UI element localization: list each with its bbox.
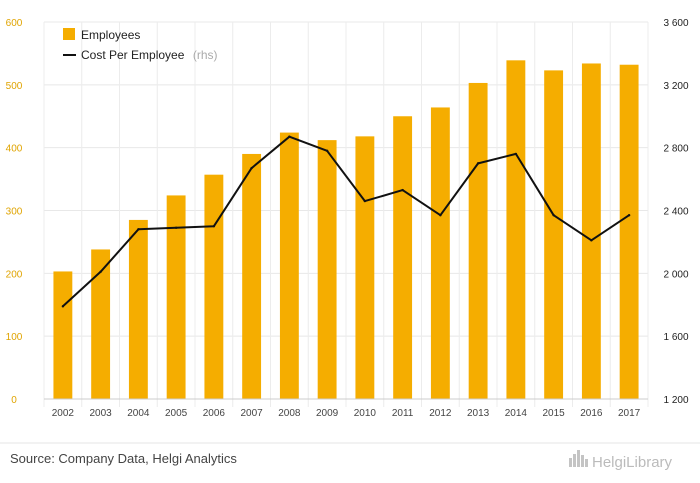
cost-per-employee-line [62, 135, 630, 308]
bar [468, 82, 488, 399]
x-tick-label: 2008 [278, 408, 301, 419]
line-point [590, 239, 593, 242]
x-tick-label: 2014 [505, 408, 528, 419]
x-axis: 2002 2003 2004 2005 2006 2007 2008 2009 2010 2011… [44, 398, 648, 419]
line-point [250, 166, 253, 170]
line-point [325, 149, 329, 153]
y-tick-left: 500 [6, 81, 23, 92]
line-point [61, 305, 65, 308]
bar [279, 132, 299, 399]
line-point [288, 135, 291, 138]
x-tick-label: 2012 [429, 408, 452, 419]
y-tick-right: 1 200 [663, 395, 688, 406]
right-y-axis: 1 200 1 600 2 000 2 400 2 800 3 200 3 600 [663, 18, 688, 406]
employees-bars [53, 60, 639, 400]
helgi-library-logo: HelgiLibrary [569, 450, 673, 471]
y-tick-left: 600 [6, 18, 23, 29]
bar [242, 153, 262, 399]
line-point [99, 270, 102, 273]
left-y-axis: 0 100 200 300 400 500 600 [6, 18, 23, 406]
y-tick-right: 3 200 [663, 81, 688, 92]
x-tick-label: 2002 [52, 408, 75, 419]
y-tick-left: 300 [6, 207, 23, 218]
bar [355, 136, 375, 399]
legend: Employees Cost Per Employee (rhs) [63, 28, 218, 63]
x-tick-label: 2006 [203, 408, 226, 419]
x-tick-label: 2010 [354, 408, 377, 419]
y-tick-left: 100 [6, 332, 23, 343]
legend-label-cost-per-employee: Cost Per Employee (rhs) [81, 46, 218, 63]
line-point [439, 214, 442, 217]
y-tick-right: 3 600 [663, 18, 688, 29]
line-point [627, 214, 631, 217]
legend-swatch-employees [63, 28, 75, 40]
line-point [363, 199, 367, 203]
y-tick-right: 1 600 [663, 332, 688, 343]
x-tick-label: 2009 [316, 408, 339, 419]
bar [53, 271, 73, 399]
bar [619, 64, 639, 399]
line-point [476, 162, 480, 165]
x-tick-label: 2013 [467, 408, 490, 419]
x-tick-label: 2011 [392, 408, 414, 419]
y-tick-left: 400 [6, 144, 23, 155]
x-tick-label: 2015 [543, 408, 566, 419]
bar [91, 249, 111, 399]
y-tick-right: 2 400 [663, 207, 688, 218]
x-tick-label: 2005 [165, 408, 188, 419]
bar [581, 63, 601, 399]
line-point [552, 214, 555, 217]
logo-wordmark: HelgiLibrary [592, 454, 673, 471]
y-tick-left: 200 [6, 269, 23, 280]
line-point [137, 228, 140, 231]
legend-label-employees: Employees [81, 28, 140, 42]
bar [544, 70, 564, 400]
bar [166, 195, 186, 399]
bar [393, 116, 413, 399]
bar [128, 219, 148, 399]
line-point [514, 152, 518, 156]
grid-lines [43, 21, 649, 407]
city-skyline-icon [569, 450, 588, 467]
cost-per-employee-series [61, 135, 631, 308]
y-tick-right: 2 800 [663, 144, 688, 155]
bar [506, 60, 526, 399]
bar [430, 107, 450, 399]
x-tick-label: 2007 [241, 408, 264, 419]
bar [317, 140, 337, 400]
x-tick-label: 2004 [127, 408, 150, 419]
source-note: Source: Company Data, Helgi Analytics [10, 451, 237, 466]
line-point [401, 188, 404, 192]
y-tick-right: 2 000 [663, 269, 688, 280]
line-point [212, 225, 216, 228]
y-tick-left: 0 [11, 395, 17, 406]
x-tick-label: 2003 [90, 408, 113, 419]
x-tick-label: 2017 [618, 408, 641, 419]
legend-label-rhs-note: (rhs) [193, 48, 218, 62]
legend-label-cost-text: Cost Per Employee [81, 48, 185, 62]
x-tick-label: 2016 [580, 408, 603, 419]
bar [204, 174, 224, 399]
line-point [174, 226, 178, 229]
